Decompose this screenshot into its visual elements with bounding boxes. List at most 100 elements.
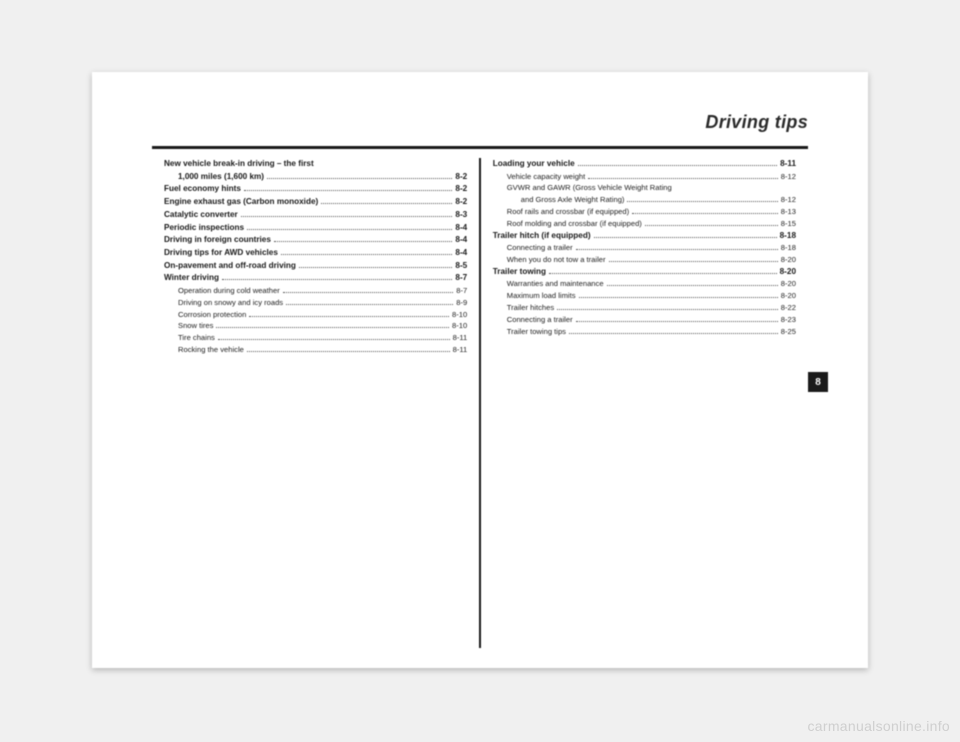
toc-leader-dots <box>281 254 453 255</box>
toc-leader-dots <box>241 216 453 217</box>
toc-label: Trailer towing <box>493 266 546 279</box>
toc-row: 1,000 miles (1,600 km)8-2 <box>164 171 467 184</box>
toc-label: Winter driving <box>164 272 219 285</box>
toc-label: Roof rails and crossbar (if equipped) <box>507 206 629 218</box>
toc-right-column: Loading your vehicle 8-11 Vehicle capacity… <box>481 158 808 648</box>
toc-leader-dots <box>244 190 453 191</box>
toc-page-number: 8-11 <box>453 344 468 356</box>
toc-page-number: 8-4 <box>455 222 467 235</box>
toc-row: Fuel economy hints 8-2 <box>164 183 467 196</box>
toc-page-number: 8-11 <box>453 332 468 344</box>
toc-left-column: New vehicle break-in driving – the first… <box>152 158 479 648</box>
toc-row: Trailer hitches8-22 <box>493 302 796 314</box>
toc-page-number: 8-12 <box>781 171 796 183</box>
toc-leader-dots <box>645 225 778 226</box>
toc-row: Warranties and maintenance 8-20 <box>493 278 796 290</box>
toc-row: Roof molding and crossbar (if equipped)8… <box>493 218 796 230</box>
toc-leader-dots <box>576 321 778 322</box>
toc-leader-dots <box>247 351 450 352</box>
toc-leader-dots <box>578 165 777 166</box>
toc-leader-dots <box>627 201 777 202</box>
toc-row: Loading your vehicle 8-11 <box>493 158 796 171</box>
toc-page-number: 8-7 <box>456 285 467 297</box>
toc-row: Driving tips for AWD vehicles 8-4 <box>164 247 467 260</box>
toc-label: GVWR and GAWR (Gross Vehicle Weight Rati… <box>507 182 672 194</box>
toc-row: Operation during cold weather 8-7 <box>164 285 467 297</box>
toc-page-number: 8-4 <box>455 247 467 260</box>
manual-page: Driving tips New vehicle break-in drivin… <box>92 72 868 668</box>
toc-label: Warranties and maintenance <box>507 278 604 290</box>
toc-label: Maximum load limits <box>507 290 576 302</box>
toc-row: GVWR and GAWR (Gross Vehicle Weight Rati… <box>493 182 796 194</box>
toc-label: New vehicle break-in driving – the first <box>164 158 314 171</box>
toc-row: Connecting a trailer8-18 <box>493 242 796 254</box>
toc-row: Catalytic converter 8-3 <box>164 209 467 222</box>
toc-label: Rocking the vehicle <box>178 344 244 356</box>
toc-row: Trailer towing 8-20 <box>493 266 796 279</box>
toc-row: Driving on snowy and icy roads 8-9 <box>164 297 467 309</box>
toc-label: Fuel economy hints <box>164 183 241 196</box>
toc-label: Driving tips for AWD vehicles <box>164 247 278 260</box>
toc-page-number: 8-2 <box>455 196 467 209</box>
toc-label: and Gross Axle Weight Rating) <box>521 194 625 206</box>
toc-page-number: 8-18 <box>780 230 796 243</box>
toc-leader-dots <box>594 237 777 238</box>
toc-page-number: 8-23 <box>781 314 796 326</box>
toc-row: Connecting a trailer 8-23 <box>493 314 796 326</box>
toc-leader-dots <box>609 261 778 262</box>
toc-page-number: 8-3 <box>455 209 467 222</box>
toc-label: Loading your vehicle <box>493 158 575 171</box>
toc-page-number: 8-2 <box>455 183 467 196</box>
toc-row: When you do not tow a trailer8-20 <box>493 254 796 266</box>
toc-page-number: 8-12 <box>781 194 796 206</box>
header-rule <box>152 146 808 149</box>
toc-label: Snow tires <box>178 320 213 332</box>
toc-row: Trailer towing tips 8-25 <box>493 326 796 338</box>
toc-row: Corrosion protection8-10 <box>164 309 467 321</box>
toc-row: and Gross Axle Weight Rating) 8-12 <box>493 194 796 206</box>
toc-label: Connecting a trailer <box>507 314 573 326</box>
toc-row: Snow tires 8-10 <box>164 320 467 332</box>
toc-row: Periodic inspections8-4 <box>164 222 467 235</box>
toc-page-number: 8-18 <box>781 242 796 254</box>
toc-page-number: 8-20 <box>781 290 796 302</box>
toc-row: Rocking the vehicle 8-11 <box>164 344 467 356</box>
toc-row: Roof rails and crossbar (if equipped) 8-1… <box>493 206 796 218</box>
toc-page-number: 8-7 <box>455 272 467 285</box>
toc-label: Driving in foreign countries <box>164 234 271 247</box>
toc-row: Maximum load limits 8-20 <box>493 290 796 302</box>
toc-page-number: 8-13 <box>781 206 796 218</box>
toc-page-number: 8-20 <box>781 254 796 266</box>
toc-leader-dots <box>321 203 452 204</box>
toc-page-number: 8-20 <box>780 266 796 279</box>
toc-label: Engine exhaust gas (Carbon monoxide) <box>164 196 318 209</box>
toc-label: Catalytic converter <box>164 209 238 222</box>
toc-leader-dots <box>632 213 778 214</box>
toc-page-number: 8-25 <box>781 326 796 338</box>
toc-label: Operation during cold weather <box>178 285 280 297</box>
toc-page-number: 8-4 <box>455 234 467 247</box>
toc-label: Trailer towing tips <box>507 326 566 338</box>
toc-page-number: 8-11 <box>780 158 796 171</box>
toc-leader-dots <box>299 267 452 268</box>
toc-label: 1,000 miles (1,600 km) <box>178 171 264 184</box>
toc-leader-dots <box>549 273 777 274</box>
toc-page-number: 8-9 <box>456 297 467 309</box>
toc-page-number: 8-10 <box>452 320 467 332</box>
toc-leader-dots <box>274 241 453 242</box>
toc-leader-dots <box>218 339 450 340</box>
toc-label: Vehicle capacity weight <box>507 171 586 183</box>
toc-page-number: 8-20 <box>781 278 796 290</box>
toc-label: Tire chains <box>178 332 215 344</box>
toc-label: Trailer hitches <box>507 302 554 314</box>
toc-leader-dots <box>588 178 778 179</box>
toc-leader-dots <box>267 178 452 179</box>
toc-label: Trailer hitch (if equipped) <box>493 230 591 243</box>
toc-leader-dots <box>569 333 778 334</box>
toc-label: Driving on snowy and icy roads <box>178 297 283 309</box>
toc-row: Winter driving 8-7 <box>164 272 467 285</box>
toc-leader-dots <box>579 297 778 298</box>
toc-row: Driving in foreign countries 8-4 <box>164 234 467 247</box>
toc-leader-dots <box>286 304 453 305</box>
toc-leader-dots <box>557 309 778 310</box>
